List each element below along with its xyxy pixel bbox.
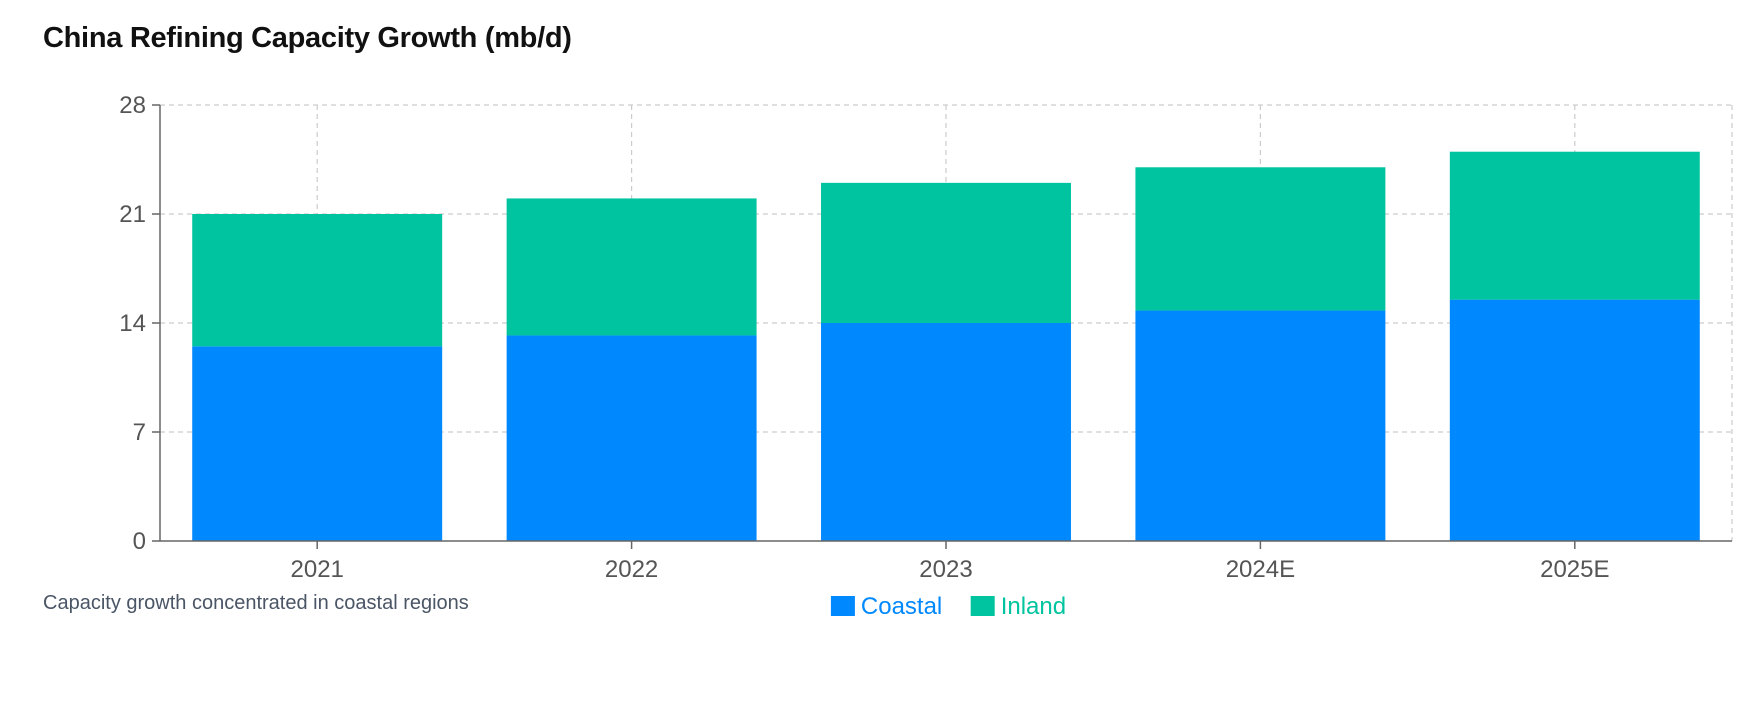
bar-inland	[821, 182, 1071, 323]
y-tick-label: 0	[133, 528, 146, 555]
x-tick-label: 2022	[605, 556, 658, 583]
x-tick-label: 2025E	[1540, 556, 1609, 583]
y-tick-label: 28	[119, 92, 146, 119]
legend-swatch-coastal	[830, 596, 855, 616]
legend-swatch-inland	[970, 596, 995, 616]
legend-label-coastal: Coastal	[861, 593, 942, 620]
bar-coastal	[192, 346, 443, 541]
x-tick-label: 2024E	[1226, 556, 1295, 583]
x-tick-label: 2021	[291, 556, 344, 583]
y-tick-label: 7	[133, 419, 146, 446]
bar-coastal	[821, 323, 1071, 541]
bar-inland	[1449, 151, 1700, 300]
bar-inland	[1135, 167, 1386, 311]
chart-title: China Refining Capacity Growth (mb/d)	[43, 22, 572, 54]
x-tick-label: 2023	[919, 556, 972, 583]
bar-inland	[506, 198, 757, 336]
y-tick-label: 21	[119, 201, 146, 228]
chart-caption: Capacity growth concentrated in coastal …	[43, 592, 469, 614]
y-tick-label: 14	[119, 310, 146, 337]
legend-label-inland: Inland	[1001, 593, 1066, 620]
bar-coastal	[506, 335, 757, 541]
bar-coastal	[1135, 310, 1386, 541]
bar-coastal	[1449, 299, 1700, 541]
bar-inland	[192, 214, 443, 347]
